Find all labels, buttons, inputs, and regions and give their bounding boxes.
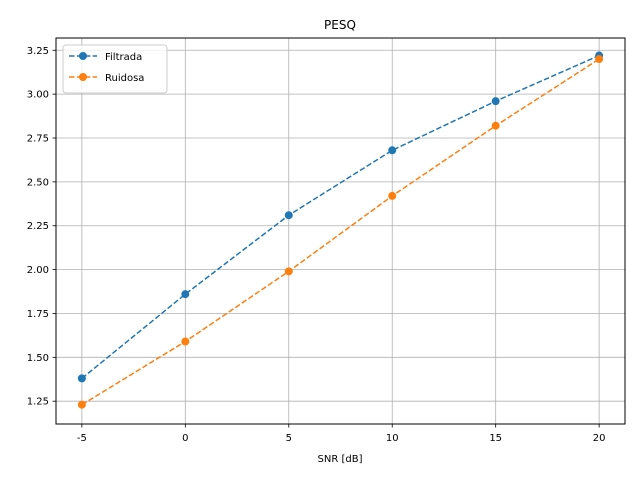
data-point xyxy=(284,211,293,220)
y-tick-label: 2.50 xyxy=(27,177,49,188)
x-tick-label: 10 xyxy=(386,433,399,444)
legend-marker xyxy=(79,52,87,60)
y-tick-label: 1.50 xyxy=(27,353,49,364)
data-point xyxy=(77,400,86,409)
legend-label: Filtrada xyxy=(105,52,142,63)
legend: Filtrada Ruidosa xyxy=(62,44,168,94)
chart-title: PESQ xyxy=(324,18,356,32)
data-point xyxy=(181,337,190,346)
x-tick-label: 15 xyxy=(489,433,502,444)
y-tick-label: 1.75 xyxy=(27,309,49,320)
x-tick-label: 20 xyxy=(593,433,606,444)
y-axis-ticks: 1.25 1.50 1.75 2.00 2.25 2.50 2.75 3.00 3.25 xyxy=(27,46,56,408)
y-tick-label: 1.25 xyxy=(27,397,49,408)
x-axis-label: SNR [dB] xyxy=(318,454,363,465)
data-point xyxy=(181,290,190,299)
data-point xyxy=(491,121,500,130)
x-tick-label: 0 xyxy=(182,433,188,444)
y-tick-label: 3.25 xyxy=(27,46,49,57)
legend-box xyxy=(62,44,168,94)
series-line-1 xyxy=(81,58,600,406)
data-point xyxy=(77,374,86,383)
x-tick-label: 5 xyxy=(286,433,292,444)
y-tick-label: 2.00 xyxy=(27,265,49,276)
y-tick-label: 2.25 xyxy=(27,221,49,232)
legend-label: Ruidosa xyxy=(105,73,144,84)
series-line-0 xyxy=(81,54,600,379)
data-point xyxy=(284,267,293,276)
data-point xyxy=(388,191,397,200)
grid xyxy=(56,38,625,424)
plot-frame xyxy=(55,37,626,425)
x-axis-ticks: -5 0 5 10 15 20 xyxy=(77,424,606,444)
data-point xyxy=(491,97,500,106)
y-tick-label: 3.00 xyxy=(27,90,49,101)
data-point xyxy=(595,55,604,64)
series-layer xyxy=(77,51,604,409)
y-tick-label: 2.75 xyxy=(27,134,49,145)
legend-marker xyxy=(79,73,87,81)
data-point xyxy=(388,146,397,155)
x-tick-label: -5 xyxy=(77,433,87,444)
